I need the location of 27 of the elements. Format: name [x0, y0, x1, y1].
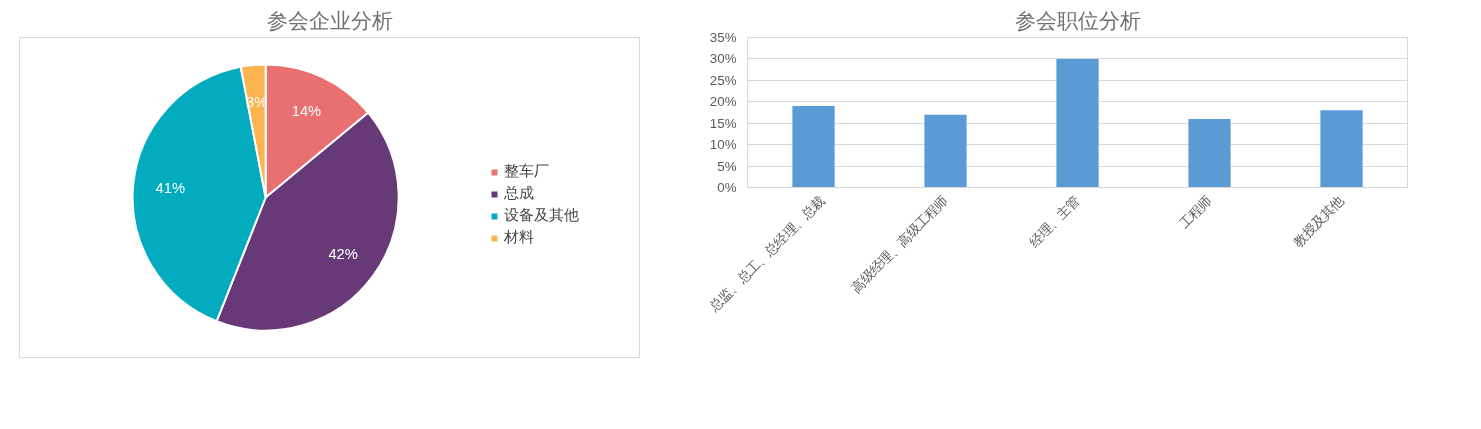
- y-tick-label: 20%: [709, 94, 737, 110]
- data-label: 42%: [328, 245, 358, 262]
- x-tick-label: 高级经理、高级工程师: [848, 193, 951, 296]
- y-tick-label: 35%: [709, 30, 737, 45]
- y-tick-label: 25%: [709, 72, 737, 88]
- chart-title: 参会企业分析: [266, 7, 393, 33]
- y-tick-label: 10%: [709, 137, 737, 153]
- y-tick-label: 5%: [717, 158, 737, 174]
- data-label: 14%: [291, 102, 322, 119]
- x-tick-label: 总监、总工、总经理、总裁: [705, 193, 828, 315]
- x-tick-label: 工程师: [1176, 193, 1215, 232]
- y-tick-label: 0%: [717, 180, 737, 195]
- x-tick-label: 教授及其他: [1290, 193, 1347, 250]
- bar: [792, 106, 835, 188]
- x-tick-label: 经理、主管: [1026, 193, 1083, 250]
- bar: [924, 114, 967, 188]
- legend-label: 材料: [504, 228, 534, 247]
- bar: [1188, 118, 1231, 188]
- y-tick-label: 30%: [709, 51, 737, 67]
- chart-title: 参会职位分析: [1014, 7, 1141, 33]
- y-tick-label: 15%: [709, 115, 737, 131]
- data-label: 41%: [155, 180, 185, 197]
- legend-label: 总成: [504, 184, 534, 203]
- legend-label: 设备及其他: [504, 206, 579, 225]
- legend-label: 整车厂: [504, 162, 549, 181]
- bar: [1320, 110, 1363, 188]
- bar: [1056, 58, 1099, 188]
